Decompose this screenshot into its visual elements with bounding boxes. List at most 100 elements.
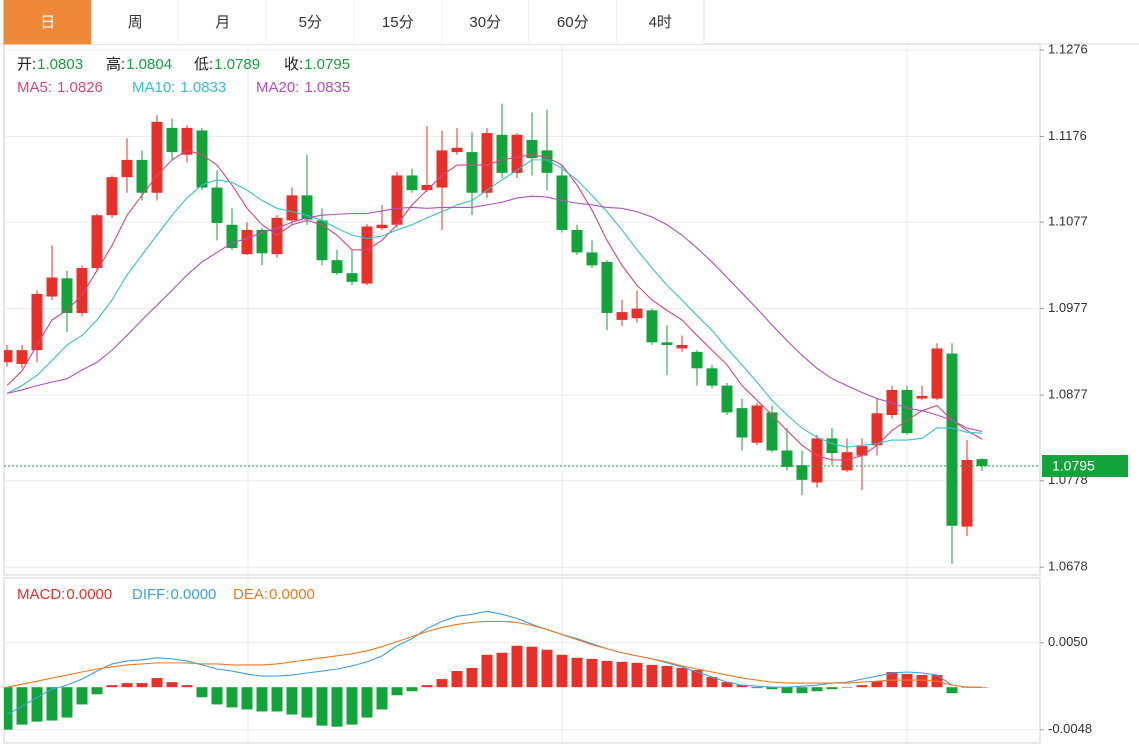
macd-axis: 0.0050 -0.0048 (4, 634, 1092, 736)
macd-bar (541, 649, 553, 688)
macd-bar (571, 657, 583, 688)
candle-body (121, 159, 133, 178)
macd-bar (4, 687, 13, 730)
candle-body (946, 353, 958, 526)
candle-body (616, 312, 628, 320)
macd-bar (241, 687, 253, 710)
tab-label[interactable]: 月 (215, 14, 230, 31)
candle-body (481, 133, 493, 193)
macd-bar (211, 687, 223, 705)
tab-label[interactable]: 5分 (299, 14, 322, 31)
tab-label[interactable]: 60分 (557, 14, 589, 31)
candle-body (766, 412, 778, 451)
candle-body (271, 217, 283, 255)
tab-label[interactable]: 15分 (382, 14, 414, 31)
tab-background[interactable] (441, 0, 530, 44)
legend-value: 0.0000 (171, 586, 217, 603)
macd-bar (856, 685, 868, 688)
candle-body (76, 267, 88, 313)
macd-bar (91, 687, 103, 695)
quote-value: 1.0803 (37, 56, 83, 73)
quote-value: 1.0795 (304, 56, 350, 73)
candle-body (796, 465, 808, 480)
macd-bar (361, 687, 373, 718)
tab-background[interactable] (266, 0, 355, 44)
candle-body (871, 413, 883, 446)
macd-bar (481, 654, 493, 688)
macd-bar (121, 683, 133, 688)
candle-body (496, 134, 508, 173)
tab-background[interactable] (3, 0, 92, 45)
macd-bar (436, 679, 448, 688)
candle-body (856, 446, 868, 456)
candle-body (61, 278, 73, 313)
macd-bar (451, 671, 463, 688)
macd-bar (751, 687, 763, 689)
last-price-box (1042, 455, 1128, 478)
macd-bar (166, 682, 178, 688)
candle-body (676, 344, 688, 349)
candle-body (241, 229, 253, 255)
tab-background[interactable] (529, 0, 617, 44)
candle-body (601, 261, 613, 313)
macd-bar (631, 662, 643, 688)
ma-line (6, 159, 983, 448)
tab-background[interactable] (179, 0, 267, 44)
macd-bar (391, 687, 403, 696)
macd-bar (736, 685, 748, 688)
candle-body (46, 277, 58, 297)
y-tick-label: 1.0678 (1048, 559, 1088, 574)
candle-body (736, 408, 748, 438)
candle-body (331, 260, 343, 274)
candle-body (16, 350, 28, 364)
macd-bar (31, 687, 43, 722)
tab-label[interactable]: 30分 (469, 14, 501, 31)
tab-background[interactable] (354, 0, 442, 44)
macd-bar (526, 646, 538, 688)
macd-bar (841, 687, 853, 688)
legend-value: 0.0000 (66, 586, 112, 603)
macd-line (6, 610, 982, 716)
candle-body (4, 350, 13, 363)
candle-body (226, 224, 238, 249)
y-tick-label: 1.0977 (1048, 300, 1088, 315)
y-tick-label: 1.1077 (1048, 214, 1088, 229)
legend-value: 1.0835 (304, 79, 350, 96)
candle-body (436, 150, 448, 188)
sub-panel-frame (3, 577, 1041, 744)
macd-bar (286, 687, 298, 715)
y-tick-label: 0.0050 (1048, 634, 1088, 649)
legend-name: DIFF: (132, 586, 170, 603)
macd-bar (781, 687, 793, 694)
tab-label[interactable]: 日 (40, 14, 55, 31)
macd-bar (586, 658, 598, 688)
tab-label[interactable]: 周 (128, 14, 143, 31)
macd-bar (406, 687, 418, 692)
macd-bar (136, 683, 148, 688)
candle-body (376, 224, 388, 229)
macd-bar (376, 687, 388, 710)
macd-bar (466, 667, 478, 688)
candle-body (661, 342, 673, 345)
quote-label: 高: (106, 56, 125, 73)
tab-background[interactable] (91, 0, 180, 44)
quote-label: 收: (284, 56, 303, 73)
ma-line (6, 195, 983, 432)
tab-label[interactable]: 4时 (649, 14, 672, 31)
last-price-label: 1.0795 (1052, 458, 1095, 474)
tab-background[interactable] (616, 0, 705, 44)
candle-body (406, 175, 418, 191)
candle-body (511, 134, 523, 173)
candle-body (706, 368, 718, 386)
candle-body (931, 348, 943, 399)
candle-body (391, 175, 403, 225)
macd-bar (946, 687, 958, 694)
macd-line (6, 620, 982, 688)
candle-body (721, 385, 733, 413)
macd-bar (511, 645, 523, 688)
candle-body (586, 252, 598, 266)
legend-name: DEA: (233, 586, 268, 603)
macd-bar (826, 687, 838, 690)
candle-body (811, 438, 823, 483)
candle-body (826, 438, 838, 454)
